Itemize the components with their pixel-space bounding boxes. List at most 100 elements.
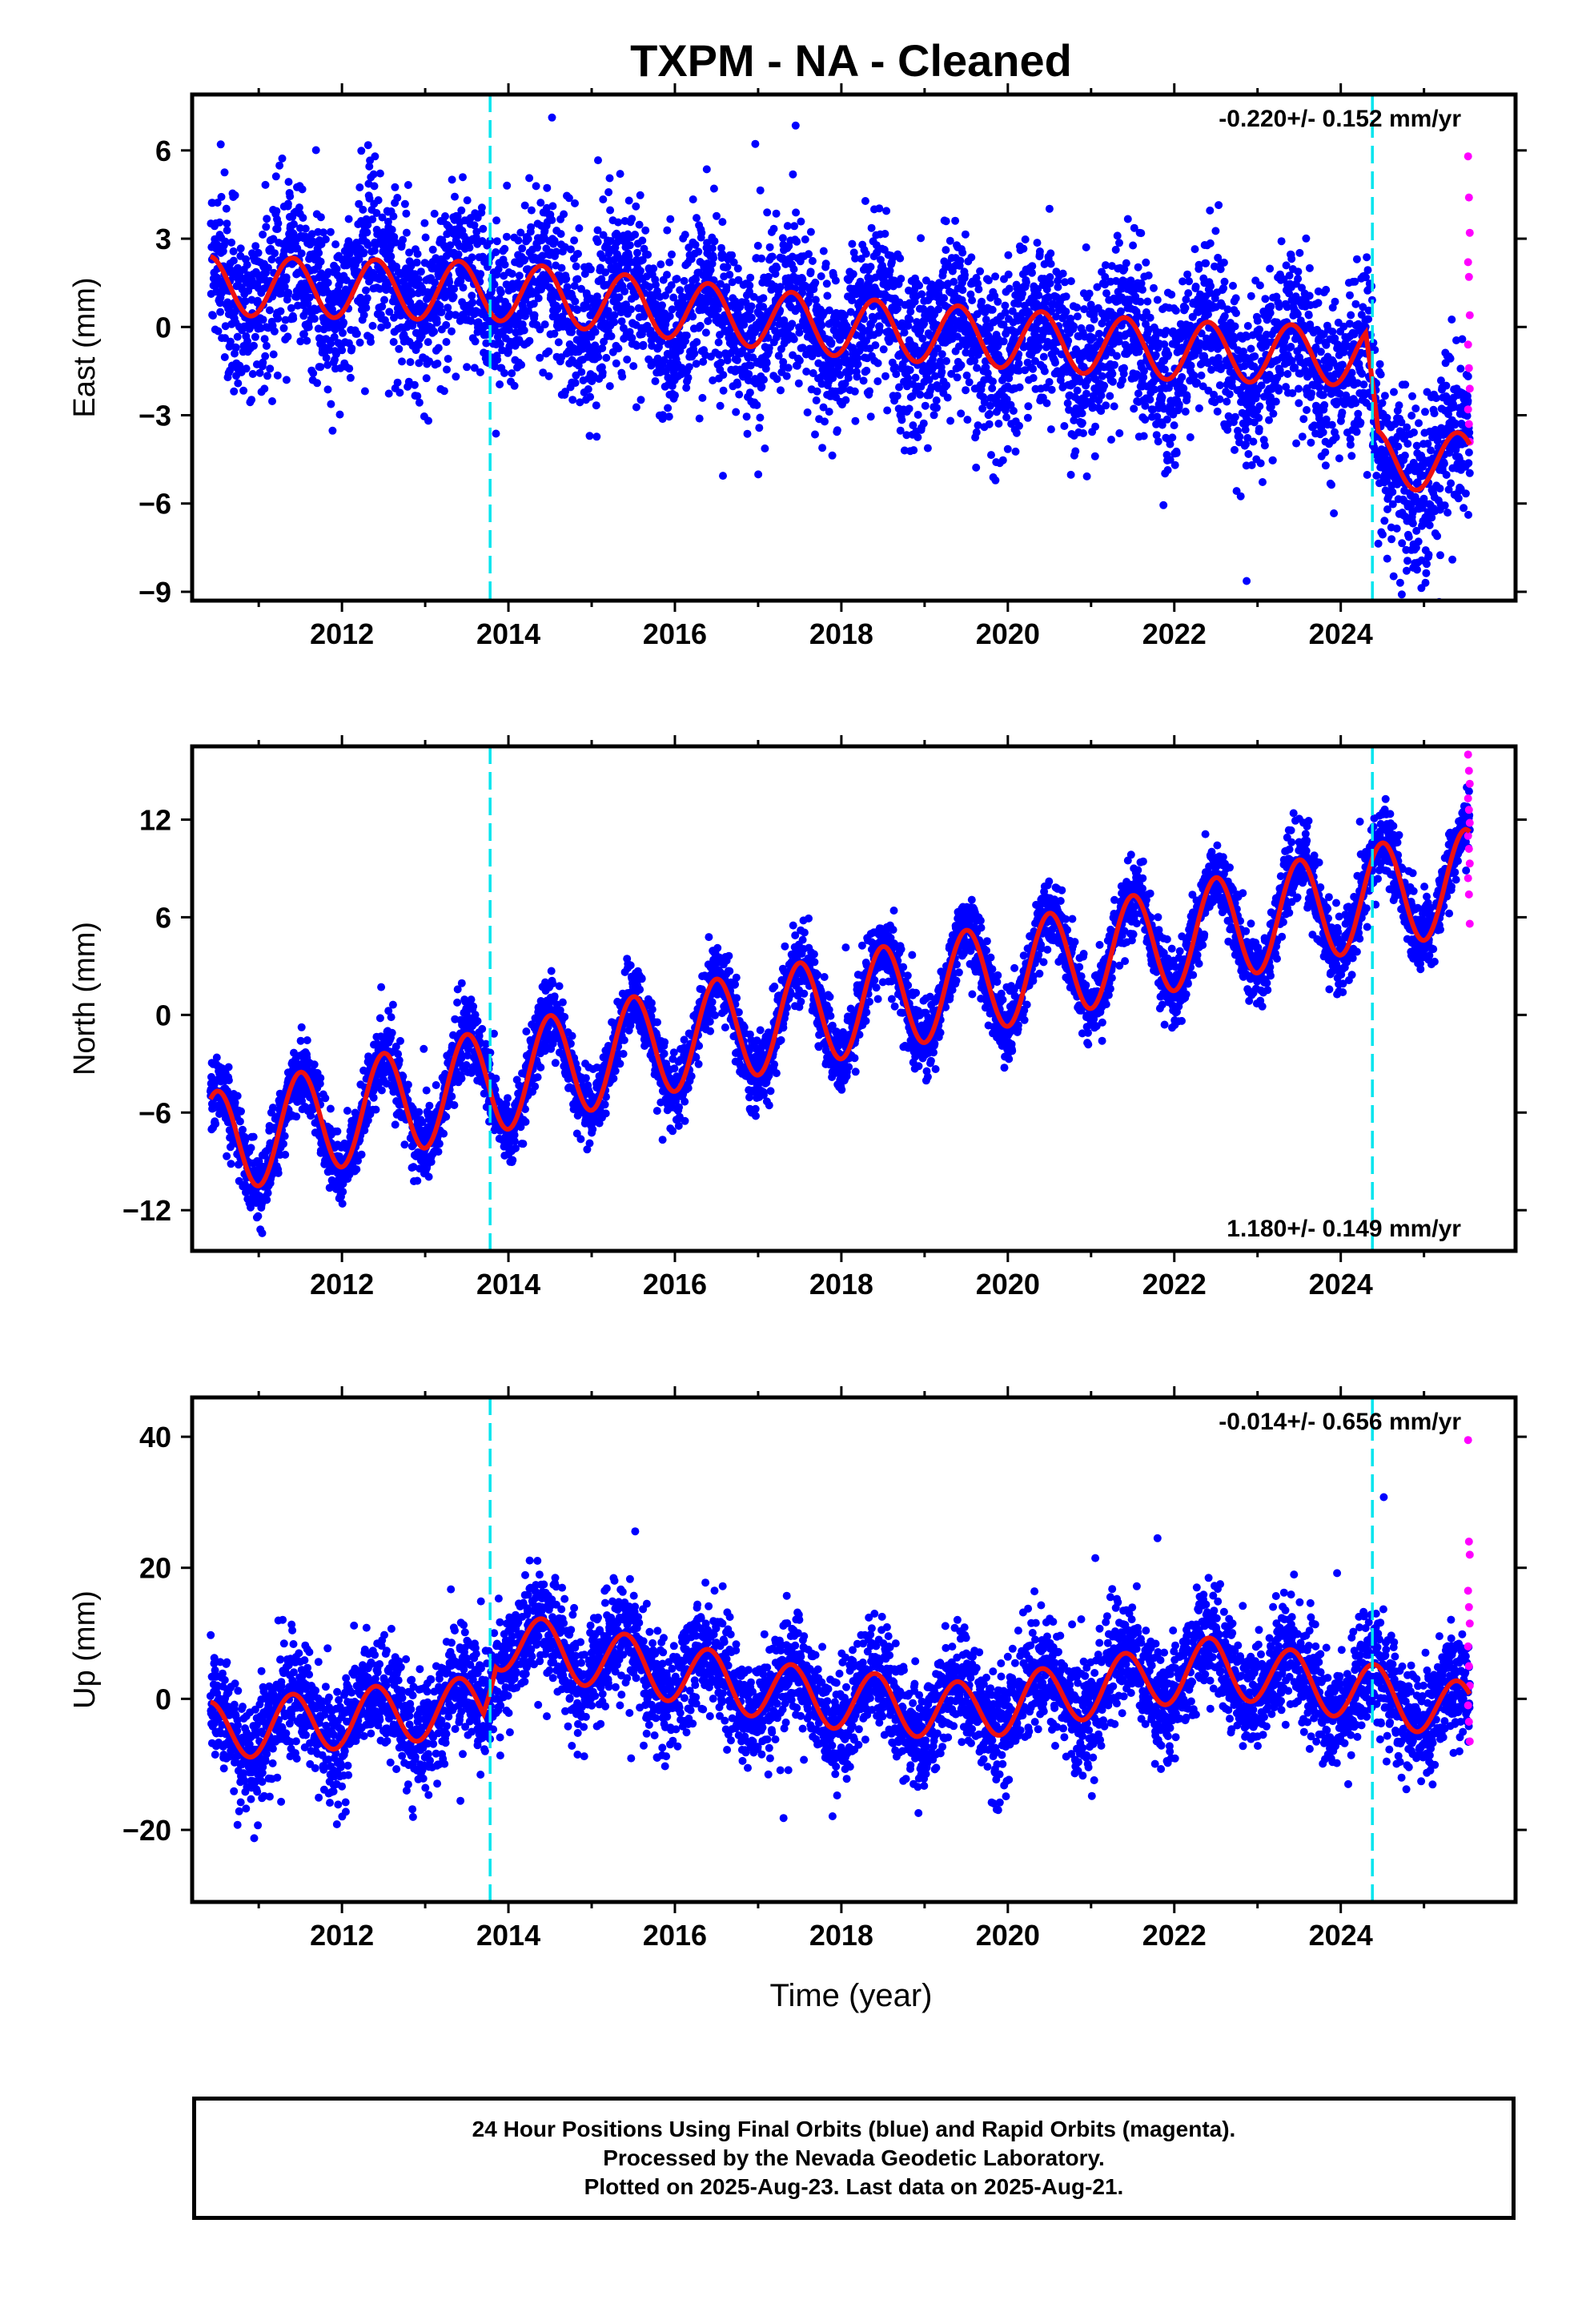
final-orbit-point bbox=[580, 270, 589, 278]
final-orbit-point bbox=[789, 265, 798, 274]
final-orbit-point bbox=[311, 146, 320, 155]
final-orbit-point bbox=[415, 340, 423, 349]
final-orbit-point bbox=[617, 317, 626, 326]
final-orbit-point bbox=[1378, 399, 1387, 408]
final-orbit-point bbox=[266, 364, 275, 373]
final-orbit-point bbox=[357, 147, 366, 155]
final-orbit-point bbox=[988, 305, 997, 314]
final-orbit-point bbox=[342, 275, 351, 284]
final-orbit-point bbox=[1139, 432, 1148, 440]
final-orbit-point bbox=[696, 321, 705, 330]
final-orbit-point bbox=[803, 408, 812, 416]
final-orbit-point bbox=[274, 314, 283, 323]
final-orbit-point bbox=[605, 174, 614, 183]
final-orbit-point bbox=[900, 328, 909, 337]
final-orbit-point bbox=[1294, 267, 1303, 276]
final-orbit-point bbox=[1275, 386, 1283, 395]
final-orbit-point bbox=[268, 397, 276, 405]
final-orbit-point bbox=[632, 202, 640, 211]
final-orbit-point bbox=[393, 378, 402, 387]
final-orbit-point bbox=[657, 337, 666, 346]
final-orbit-point bbox=[508, 284, 517, 293]
final-orbit-point bbox=[428, 245, 437, 254]
final-orbit-point bbox=[689, 312, 697, 321]
final-orbit-point bbox=[599, 195, 608, 203]
final-orbit-point bbox=[628, 334, 636, 342]
final-orbit-point bbox=[309, 369, 318, 377]
final-orbit-point bbox=[470, 364, 479, 372]
final-orbit-point bbox=[1060, 422, 1069, 430]
final-orbit-point bbox=[801, 235, 809, 243]
final-orbit-point bbox=[862, 366, 871, 375]
final-orbit-point bbox=[347, 344, 356, 352]
final-orbit-point bbox=[919, 419, 928, 428]
final-orbit-point bbox=[1170, 421, 1178, 430]
final-orbit-point bbox=[514, 236, 523, 245]
final-orbit-point bbox=[1082, 243, 1090, 251]
final-orbit-point bbox=[933, 404, 941, 412]
final-orbit-point bbox=[1085, 289, 1094, 298]
final-orbit-point bbox=[492, 429, 500, 438]
final-orbit-point bbox=[651, 377, 660, 385]
final-orbit-point bbox=[363, 141, 372, 150]
final-orbit-point bbox=[592, 432, 601, 441]
final-orbit-point bbox=[956, 256, 965, 265]
final-orbit-point bbox=[332, 350, 340, 359]
final-orbit-point bbox=[416, 267, 425, 276]
final-orbit-point bbox=[618, 372, 627, 381]
final-orbit-point bbox=[368, 321, 377, 330]
final-orbit-point bbox=[793, 237, 801, 246]
final-orbit-point bbox=[359, 311, 368, 320]
final-orbit-point bbox=[773, 263, 781, 272]
final-orbit-point bbox=[991, 476, 1000, 485]
final-orbit-point bbox=[694, 247, 703, 256]
final-orbit-point bbox=[620, 287, 629, 296]
final-orbit-point bbox=[490, 280, 499, 289]
final-orbit-point bbox=[625, 241, 634, 250]
final-orbit-point bbox=[615, 293, 624, 302]
final-orbit-point bbox=[229, 256, 238, 265]
final-orbit-point bbox=[774, 352, 783, 360]
final-orbit-point bbox=[548, 113, 556, 122]
final-orbit-point bbox=[790, 222, 799, 231]
final-orbit-point bbox=[989, 377, 997, 386]
final-orbit-point bbox=[658, 301, 666, 310]
final-orbit-point bbox=[667, 281, 676, 290]
final-orbit-point bbox=[482, 339, 491, 348]
final-orbit-point bbox=[1143, 297, 1152, 306]
final-orbit-point bbox=[449, 292, 458, 301]
final-orbit-point bbox=[543, 183, 552, 192]
final-orbit-point bbox=[1136, 297, 1145, 306]
final-orbit-point bbox=[764, 272, 773, 281]
final-orbit-point bbox=[921, 401, 930, 410]
final-orbit-point bbox=[789, 170, 797, 179]
final-orbit-point bbox=[1019, 244, 1028, 253]
final-orbit-point bbox=[272, 207, 281, 215]
final-orbit-point bbox=[1395, 578, 1404, 587]
final-orbit-point bbox=[942, 356, 950, 365]
final-orbit-point bbox=[722, 283, 731, 292]
final-orbit-point bbox=[532, 182, 540, 191]
final-orbit-point bbox=[1410, 428, 1418, 436]
final-orbit-point bbox=[1109, 377, 1117, 386]
final-orbit-point bbox=[1122, 259, 1130, 267]
final-orbit-point bbox=[594, 352, 603, 361]
final-orbit-point bbox=[1236, 492, 1245, 501]
final-orbit-point bbox=[251, 242, 260, 251]
final-orbit-point bbox=[756, 186, 765, 195]
final-orbit-point bbox=[332, 264, 341, 273]
final-orbit-point bbox=[1130, 404, 1138, 413]
final-orbit-point bbox=[444, 304, 452, 312]
final-orbit-point bbox=[731, 297, 740, 306]
final-orbit-point bbox=[693, 214, 701, 223]
final-orbit-point bbox=[909, 446, 918, 455]
final-orbit-point bbox=[668, 305, 677, 314]
final-orbit-point bbox=[369, 170, 378, 179]
final-orbit-point bbox=[841, 396, 850, 404]
final-orbit-point bbox=[391, 183, 400, 191]
final-orbit-point bbox=[463, 196, 472, 205]
final-orbit-point bbox=[1197, 371, 1206, 380]
final-orbit-point bbox=[402, 228, 411, 237]
final-orbit-point bbox=[584, 385, 592, 393]
final-orbit-point bbox=[1091, 422, 1100, 431]
